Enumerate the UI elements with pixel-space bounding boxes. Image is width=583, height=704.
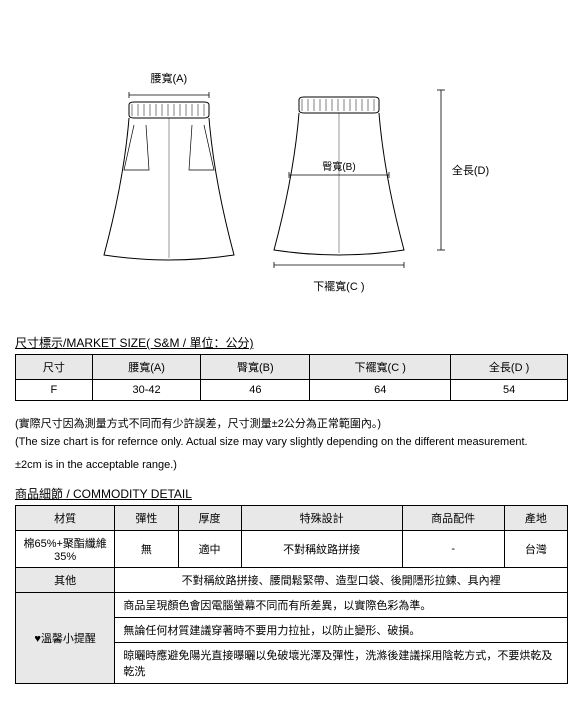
size-c2: 30-42 [92, 380, 201, 401]
length-arrow-svg [434, 85, 449, 255]
length-indicator: 全長(D) [434, 85, 489, 255]
dr4: 無論任何材質建議穿著時不要用力拉扯，以防止變形、破損。 [115, 617, 568, 642]
dr1c4: 不對稱紋路拼接 [241, 530, 402, 567]
dr5: 晾曬時應避免陽光直接曝曬以免破壞光澤及彈性，洗滌後建議採用陰乾方式，不要烘乾及乾… [115, 642, 568, 683]
dr1c2: 無 [115, 530, 178, 567]
size-c1: F [16, 380, 93, 401]
skirt-front-svg [94, 90, 244, 270]
size-h3: 臀寬(B) [201, 355, 310, 380]
size-c5: 54 [451, 380, 568, 401]
size-h5: 全長(D ) [451, 355, 568, 380]
dr1c3: 適中 [178, 530, 241, 567]
dr3c2: 商品呈現顏色會因電腦螢幕不同而有所差異，以實際色彩為準。 [115, 592, 568, 617]
size-c3: 46 [201, 380, 310, 401]
size-data-row: F 30-42 46 64 54 [16, 380, 568, 401]
detail-table: 材質 彈性 厚度 特殊設計 商品配件 產地 棉65%+聚酯纖維35% 無 適中 … [15, 505, 568, 684]
skirt-front-block: 腰寬(A) [94, 70, 244, 270]
hem-label: 下襬寬(C ) [313, 278, 364, 294]
dh2: 彈性 [115, 505, 178, 530]
size-section-title: 尺寸標示/MARKET SIZE( S&M / 單位：公分) [15, 334, 568, 351]
dh3: 厚度 [178, 505, 241, 530]
dr2c1: 其他 [16, 567, 115, 592]
dh4: 特殊設計 [241, 505, 402, 530]
detail-section-title: 商品細節 / COMMODITY DETAIL [15, 485, 568, 502]
dr1c5: - [402, 530, 504, 567]
dr1c1: 棉65%+聚酯纖維35% [16, 530, 115, 567]
detail-row1: 棉65%+聚酯纖維35% 無 適中 不對稱紋路拼接 - 台灣 [16, 530, 568, 567]
dr1c6: 台灣 [504, 530, 567, 567]
diagram-area: 腰寬(A) 臀寬(B) 下襬寬(C ) [15, 70, 568, 294]
dr2c2: 不對稱紋路拼接、腰間鬆緊帶、造型口袋、後開隱形拉鍊、具內裡 [115, 567, 568, 592]
dh5: 商品配件 [402, 505, 504, 530]
skirt-back-block: 臀寬(B) 下襬寬(C ) [264, 70, 414, 294]
length-label: 全長(D) [452, 162, 489, 178]
waist-label: 腰寬(A) [151, 70, 188, 86]
hip-label-svg: 臀寬(B) [322, 160, 355, 173]
size-table: 尺寸 腰寬(A) 臀寬(B) 下襬寬(C ) 全長(D ) F 30-42 46… [15, 354, 568, 401]
skirt-back-svg: 臀寬(B) [264, 85, 414, 270]
size-header-row: 尺寸 腰寬(A) 臀寬(B) 下襬寬(C ) 全長(D ) [16, 355, 568, 380]
size-h4: 下襬寬(C ) [310, 355, 451, 380]
note3: ±2cm is in the acceptable range.) [15, 457, 568, 475]
note2: (The size chart is for refernce only. Ac… [15, 434, 568, 452]
size-h2: 腰寬(A) [92, 355, 201, 380]
dh1: 材質 [16, 505, 115, 530]
note1: (實際尺寸因為測量方式不同而有少許誤差，尺寸測量±2公分為正常範圍內。) [15, 416, 568, 434]
dr3c1: ♥溫馨小提醒 [16, 592, 115, 683]
size-h1: 尺寸 [16, 355, 93, 380]
detail-row3: ♥溫馨小提醒 商品呈現顏色會因電腦螢幕不同而有所差異，以實際色彩為準。 [16, 592, 568, 617]
dh6: 產地 [504, 505, 567, 530]
detail-header-row: 材質 彈性 厚度 特殊設計 商品配件 產地 [16, 505, 568, 530]
detail-row2: 其他 不對稱紋路拼接、腰間鬆緊帶、造型口袋、後開隱形拉鍊、具內裡 [16, 567, 568, 592]
notes-block: (實際尺寸因為測量方式不同而有少許誤差，尺寸測量±2公分為正常範圍內。) (Th… [15, 416, 568, 475]
size-c4: 64 [310, 380, 451, 401]
